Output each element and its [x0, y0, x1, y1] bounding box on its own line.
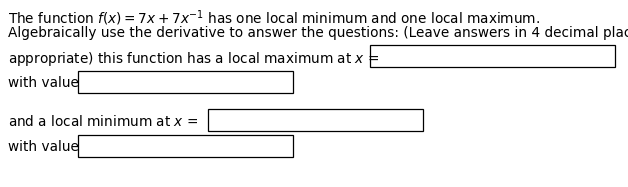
FancyBboxPatch shape [78, 71, 293, 93]
FancyBboxPatch shape [370, 45, 615, 67]
Text: appropriate) this function has a local maximum at $x$ =: appropriate) this function has a local m… [8, 50, 379, 68]
FancyBboxPatch shape [78, 135, 293, 157]
Text: and a local minimum at $x$ =: and a local minimum at $x$ = [8, 114, 198, 129]
Text: Algebraically use the derivative to answer the questions: (Leave answers in 4 de: Algebraically use the derivative to answ… [8, 26, 628, 40]
Text: with value: with value [8, 76, 79, 90]
FancyBboxPatch shape [208, 109, 423, 131]
Text: with value: with value [8, 140, 79, 154]
Text: The function $f(x) = 7x + 7x^{-1}$ has one local minimum and one local maximum.: The function $f(x) = 7x + 7x^{-1}$ has o… [8, 8, 540, 28]
